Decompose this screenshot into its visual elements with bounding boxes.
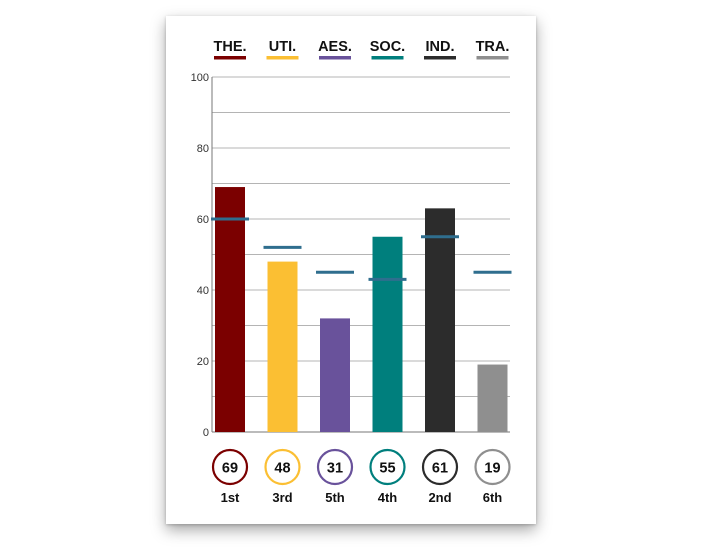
legend-label: UTI.	[269, 39, 296, 55]
rank-label: 1st	[221, 490, 240, 505]
legend-swatch	[476, 56, 509, 60]
value-circle	[421, 448, 459, 486]
value-circle	[316, 448, 354, 486]
rank-label: 4th	[378, 490, 398, 505]
rank-label: 5th	[325, 490, 345, 505]
value-label: 19	[484, 461, 500, 477]
bar	[267, 261, 298, 432]
y-tick-label: 20	[197, 356, 209, 368]
bar	[425, 208, 455, 432]
legend-label: THE.	[213, 39, 246, 55]
legend-label: IND.	[426, 39, 455, 55]
legend-swatch	[371, 56, 404, 60]
value-label: 69	[222, 461, 238, 477]
bar	[215, 187, 245, 432]
rank-label: 6th	[483, 490, 503, 505]
value-label: 31	[327, 461, 343, 477]
y-tick-label: 0	[203, 427, 209, 439]
legend-label: TRA.	[476, 39, 510, 55]
value-circle	[474, 448, 511, 486]
y-tick-label: 40	[197, 285, 209, 297]
legend-swatch	[214, 56, 246, 60]
value-label: 55	[379, 461, 395, 477]
y-tick-label: 60	[197, 214, 209, 226]
y-tick-label: 80	[197, 143, 209, 155]
bar	[372, 236, 403, 432]
value-circle	[264, 448, 301, 486]
bar	[477, 364, 508, 432]
legend-swatch	[424, 56, 456, 60]
value-label: 61	[432, 461, 448, 477]
y-tick-label: 100	[191, 72, 209, 84]
value-label: 48	[274, 461, 290, 477]
legend-swatch	[266, 56, 299, 60]
legend-label: AES.	[318, 39, 352, 55]
legend-label: SOC.	[370, 39, 405, 55]
bar	[320, 318, 350, 432]
rank-label: 3rd	[272, 490, 292, 505]
rank-label: 2nd	[428, 490, 451, 505]
legend-swatch	[319, 56, 351, 60]
value-circle	[211, 448, 249, 486]
value-circle	[369, 448, 406, 486]
